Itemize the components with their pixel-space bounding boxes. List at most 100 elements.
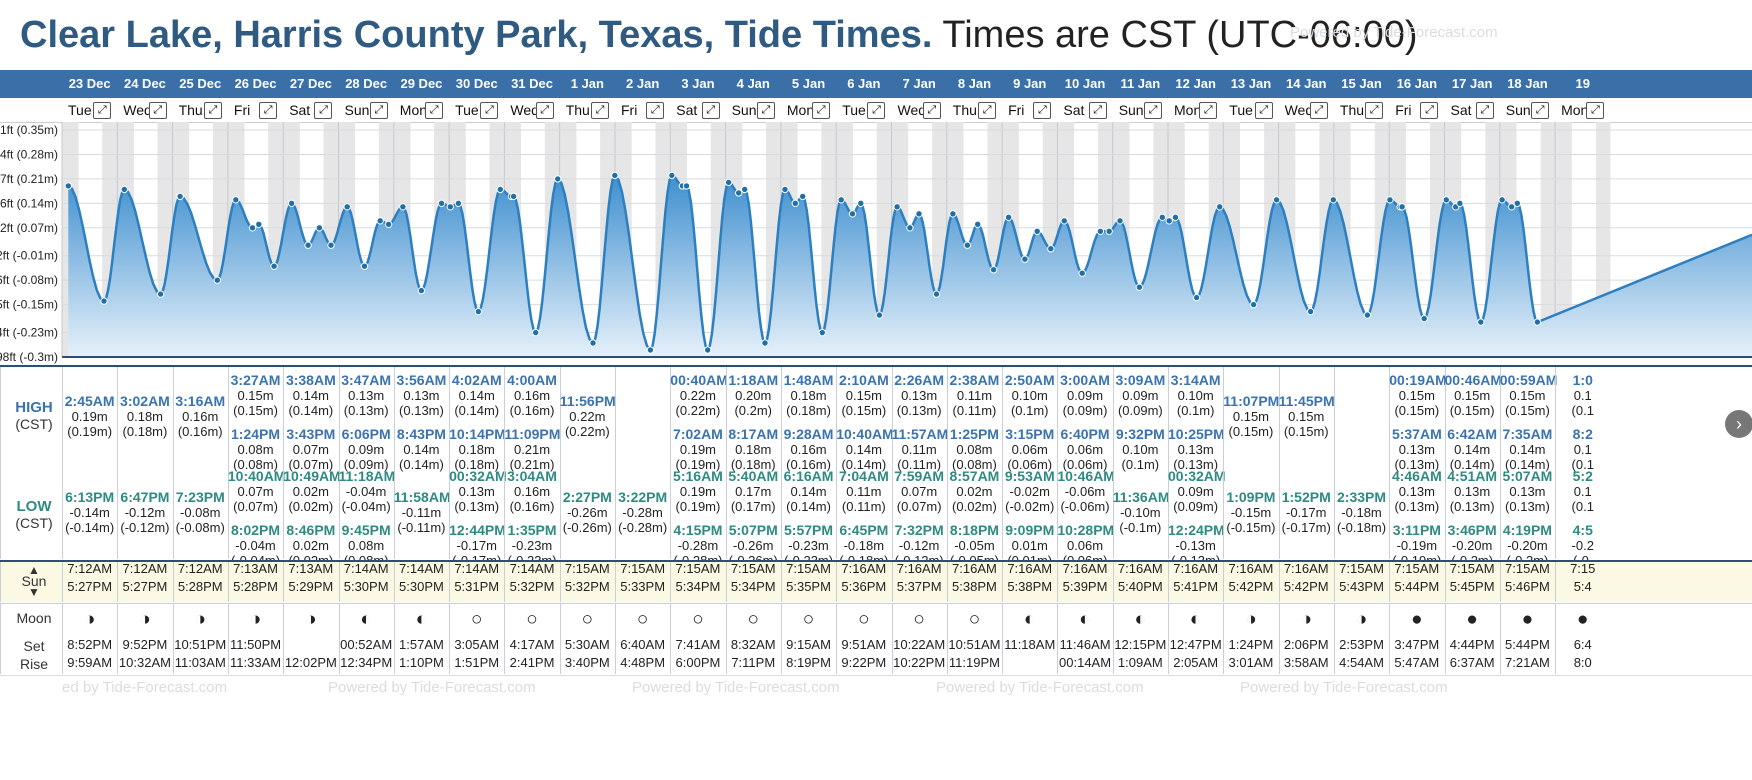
sunset-time: 5:46PM <box>1505 579 1550 594</box>
column-divider <box>449 604 451 674</box>
expand-icon[interactable]: ⤢ <box>646 102 665 119</box>
low-tide-entry: 5:2 0.1 (0.1 <box>1555 469 1610 515</box>
low-tide-time: 7:23PM <box>175 489 225 505</box>
expand-icon[interactable]: ⤢ <box>1033 102 1052 119</box>
moonrise-time: 11:03AM <box>174 655 226 670</box>
scroll-right-button[interactable]: › <box>1725 410 1752 438</box>
expand-icon[interactable]: ⤢ <box>922 102 941 119</box>
high-tide-time: 10:25PM <box>1168 426 1225 442</box>
powered-by-footer[interactable]: Powered by Tide-Forecast.com <box>328 679 536 696</box>
moon-phase-icon: ◑ <box>249 609 262 630</box>
high-tide-column: 1:0 0.1 (0.1 8:2 0.1 (0.1 <box>1555 373 1610 473</box>
moonset-time: 5:30AM <box>564 637 610 652</box>
high-tide-entry: 3:14AM 0.10m (0.1m) <box>1168 373 1223 419</box>
expand-icon[interactable]: ⤢ <box>148 102 167 119</box>
low-tide-time: 10:40AM <box>227 468 286 484</box>
high-tide-time: 6:40PM <box>1060 426 1110 442</box>
moonrise-label: Rise <box>19 656 48 672</box>
high-tide-height-m: 0.14m <box>458 388 495 403</box>
expand-icon[interactable]: ⤢ <box>314 102 333 119</box>
weekday-cell: Tue ⤢ <box>836 100 891 120</box>
moon-phase-icon: ◑ <box>1245 609 1257 630</box>
low-tide-height-paren: (-0.02m) <box>1005 499 1055 514</box>
expand-icon[interactable]: ⤢ <box>1143 102 1162 119</box>
high-tide-height-paren: (0.11m) <box>952 403 997 418</box>
sun-times: 7:14AM 5:31PM <box>449 556 504 600</box>
expand-icon[interactable]: ⤢ <box>1586 102 1605 119</box>
expand-icon[interactable]: ⤢ <box>1531 102 1550 119</box>
expand-icon[interactable]: ⤢ <box>867 102 886 119</box>
expand-icon[interactable]: ⤢ <box>1088 102 1107 119</box>
expand-icon[interactable]: ⤢ <box>590 102 609 119</box>
column-divider <box>1278 604 1280 674</box>
tide-extreme-point <box>1004 213 1013 222</box>
expand-icon[interactable]: ⤢ <box>701 102 720 119</box>
column-divider <box>1057 367 1059 463</box>
expand-icon[interactable]: ⤢ <box>259 102 278 119</box>
expand-icon[interactable]: ⤢ <box>1199 102 1218 119</box>
expand-icon[interactable]: ⤢ <box>425 102 444 119</box>
moon-column: ◑ 12:02PM <box>283 610 338 672</box>
high-tide-height-paren: (0.1 <box>1571 403 1594 418</box>
moon-column: ◑ 8:52PM 9:59AM <box>62 610 117 672</box>
low-tide-height-m: -0.11m <box>401 505 442 520</box>
powered-by-footer[interactable]: Powered by Tide-Forecast.com <box>632 679 840 696</box>
weekday-cell: Thu ⤢ <box>173 100 228 120</box>
powered-by-footer[interactable]: ed by Tide-Forecast.com <box>62 679 228 696</box>
weekday-label: Sat <box>1450 102 1472 118</box>
powered-by-footer[interactable]: Powered by Tide-Forecast.com <box>936 679 1144 696</box>
low-tide-entry: 10:46AM -0.06m (-0.06m) <box>1057 469 1115 515</box>
column-divider <box>62 463 63 559</box>
moon-column: ● 4:44PM 6:37AM <box>1445 610 1500 672</box>
column-divider <box>504 562 506 602</box>
moon-column: ◑ 2:53PM 4:54AM <box>1334 610 1389 672</box>
column-divider <box>172 562 174 602</box>
tide-extreme-point <box>474 307 483 316</box>
expand-icon[interactable]: ⤢ <box>1475 102 1494 119</box>
column-divider <box>393 367 395 463</box>
expand-icon[interactable]: ⤢ <box>535 102 554 119</box>
moonset-time: 2:06PM <box>1283 637 1329 652</box>
column-divider <box>780 604 782 674</box>
weekday-label: Sat <box>289 102 311 118</box>
tide-extreme-point <box>1078 269 1086 277</box>
low-tide-entry: 11:18AM -0.04m (-0.04m) <box>339 469 396 515</box>
moonrise-time <box>1002 654 1057 672</box>
high-tide-height-m: 0.13m <box>901 388 938 403</box>
sun-times: 7:15AM 5:44PM <box>1389 556 1444 600</box>
high-tide-entry: 1:25PM 0.08m (0.08m) <box>947 427 1002 473</box>
high-tide-time: 3:43PM <box>286 426 336 442</box>
expand-icon[interactable]: ⤢ <box>1309 102 1328 119</box>
y-tick-label: 0.22ft (0.07m) <box>0 221 58 235</box>
column-divider <box>1278 463 1280 559</box>
sunset-time: 5:45PM <box>1449 579 1495 594</box>
high-tide-height-m: 0.22m <box>569 409 606 424</box>
high-label: HIGH <box>15 399 53 416</box>
tide-extreme-point <box>360 262 369 270</box>
tide-extreme-point <box>1456 199 1464 208</box>
weekday-cell: Fri ⤢ <box>1389 100 1444 120</box>
high-tide-entry: 11:07PM 0.15m (0.15m) <box>1223 394 1279 440</box>
column-divider <box>1168 463 1169 559</box>
low-tide-entry: 10:49AM 0.02m (0.02m) <box>283 469 341 515</box>
column-divider <box>62 367 63 463</box>
moon-phase-icon: ○ <box>692 609 704 630</box>
high-tide-time: 2:26AM <box>894 372 945 388</box>
powered-by-header[interactable]: Powered by Tide-Forecast.com <box>1290 24 1498 41</box>
expand-icon[interactable]: ⤢ <box>203 102 222 119</box>
high-tide-height-paren: (0.16m) <box>786 457 831 472</box>
expand-icon[interactable]: ⤢ <box>812 102 831 119</box>
expand-icon[interactable]: ⤢ <box>480 102 499 119</box>
expand-icon[interactable]: ⤢ <box>93 102 112 119</box>
expand-icon[interactable]: ⤢ <box>756 102 775 119</box>
expand-icon[interactable]: ⤢ <box>1254 102 1273 119</box>
low-tide-height-paren: (-0.11m) <box>397 520 446 535</box>
powered-by-footer[interactable]: Powered by Tide-Forecast.com <box>1240 679 1448 696</box>
expand-icon[interactable]: ⤢ <box>369 102 388 119</box>
expand-icon[interactable]: ⤢ <box>1420 102 1439 119</box>
expand-icon[interactable]: ⤢ <box>978 102 997 119</box>
high-tide-height-m: 0.14m <box>403 442 440 457</box>
low-tide-height-paren: (-0.15m) <box>1226 520 1276 535</box>
expand-icon[interactable]: ⤢ <box>1365 102 1384 119</box>
moonset-time: 6:40AM <box>620 637 666 652</box>
